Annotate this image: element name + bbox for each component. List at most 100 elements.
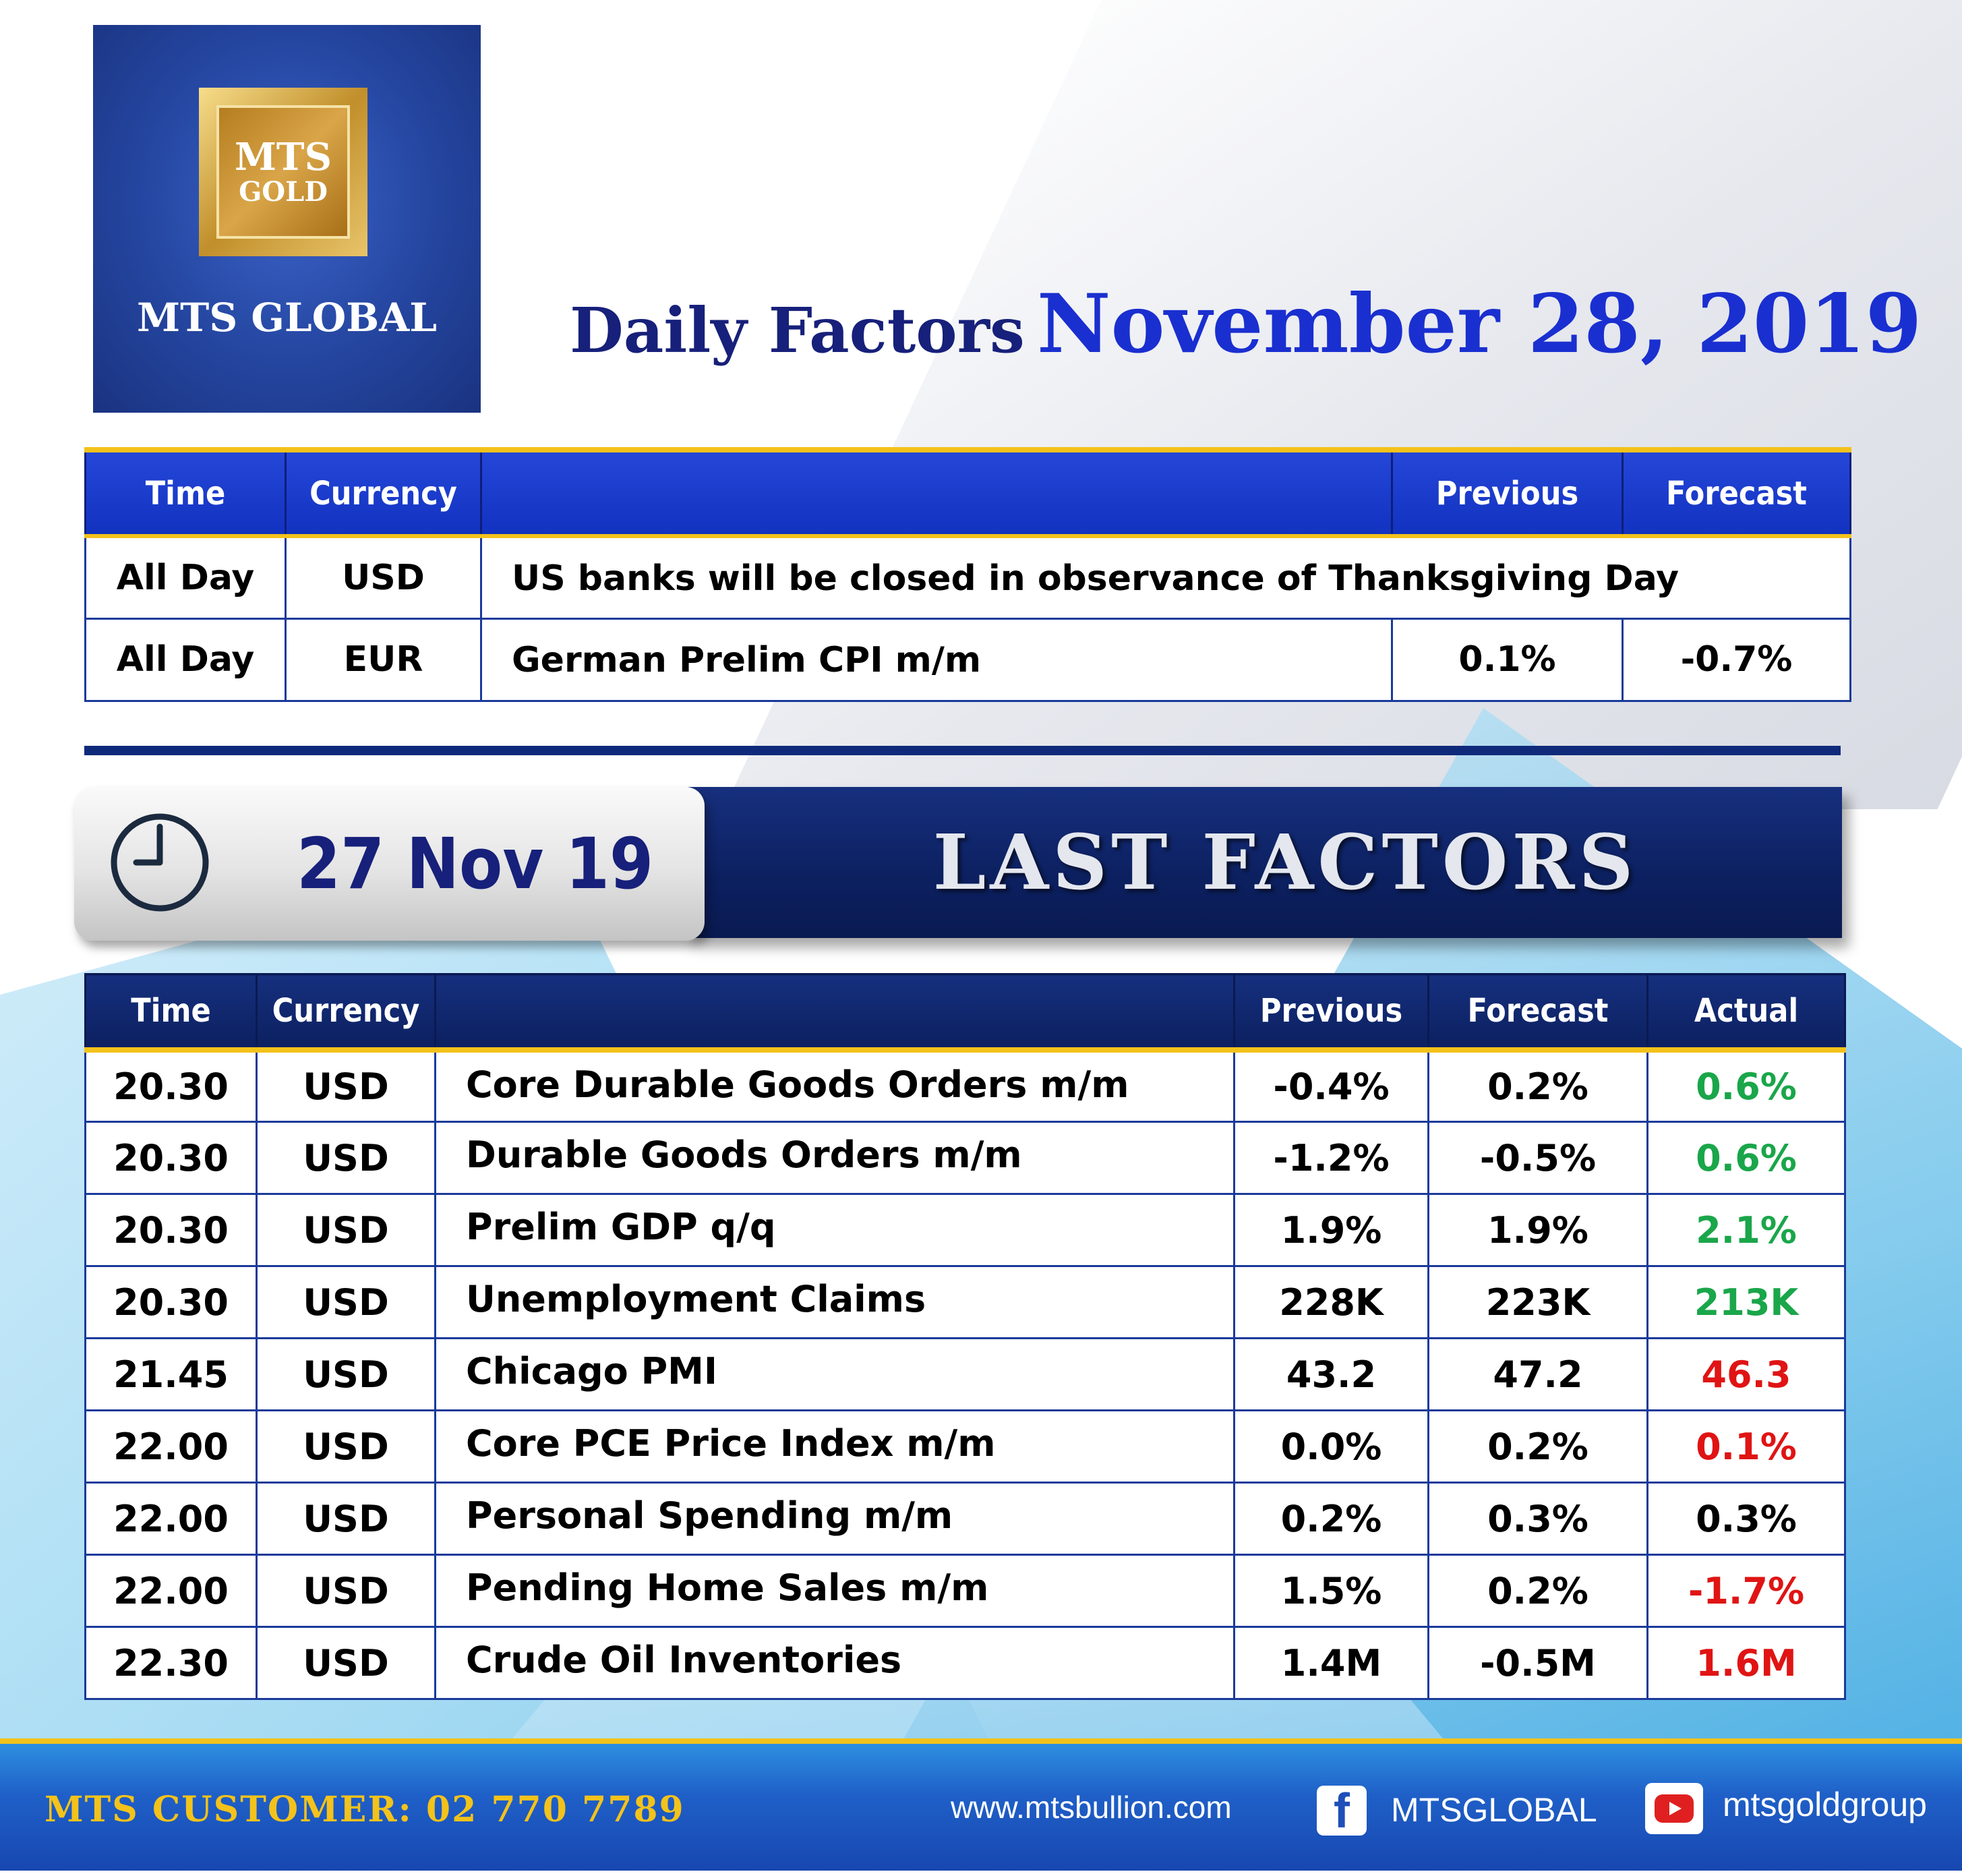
forecast-cell: 223K bbox=[1427, 1265, 1648, 1339]
header-forecast: Forecast bbox=[1427, 973, 1648, 1053]
facebook-icon[interactable]: f bbox=[1317, 1786, 1367, 1836]
actual-cell: 213K bbox=[1646, 1265, 1846, 1339]
currency-cell: USD bbox=[256, 1049, 436, 1123]
actual-cell: -1.7% bbox=[1646, 1554, 1846, 1628]
event-cell: Crude Oil Inventories bbox=[434, 1626, 1235, 1700]
mts-global-logo: MTS GOLD MTS GLOBAL bbox=[93, 25, 481, 413]
today-factors-table: Time Currency Previous Forecast All Day … bbox=[84, 447, 1851, 702]
event-cell: Personal Spending m/m bbox=[434, 1482, 1235, 1556]
forecast-cell: -0.7% bbox=[1622, 617, 1851, 702]
header-previous: Previous bbox=[1233, 973, 1429, 1053]
table-row: All Day EUR German Prelim CPI m/m 0.1% -… bbox=[84, 617, 1851, 702]
currency-cell: EUR bbox=[285, 617, 482, 702]
previous-cell: 0.2% bbox=[1233, 1482, 1429, 1556]
actual-cell: 0.1% bbox=[1646, 1409, 1846, 1484]
event-cell: Prelim GDP q/q bbox=[434, 1193, 1235, 1267]
event-cell: Core PCE Price Index m/m bbox=[434, 1409, 1235, 1484]
last-factors-banner: LAST FACTORS bbox=[688, 787, 1842, 938]
event-cell: US banks will be closed in observance of… bbox=[480, 535, 1851, 620]
last-date: 27 Nov 19 bbox=[297, 823, 654, 905]
forecast-cell: 0.2% bbox=[1427, 1554, 1648, 1628]
time-cell: 22.30 bbox=[84, 1626, 258, 1700]
header-forecast: Forecast bbox=[1622, 447, 1851, 538]
logo-name: MTS GLOBAL bbox=[136, 295, 438, 341]
actual-cell: 0.6% bbox=[1646, 1121, 1846, 1195]
time-cell: 20.30 bbox=[84, 1049, 258, 1123]
footer: MTS CUSTOMER: 02 770 7789 www.mtsbullion… bbox=[0, 1738, 1962, 1871]
previous-cell: 0.1% bbox=[1391, 617, 1624, 702]
table-row: 20.30 USD Core Durable Goods Orders m/m … bbox=[84, 1049, 1846, 1123]
currency-cell: USD bbox=[256, 1626, 436, 1700]
previous-cell: 1.4M bbox=[1233, 1626, 1429, 1700]
header-event bbox=[434, 973, 1235, 1053]
logo-line2: GOLD bbox=[239, 176, 328, 208]
header-actual: Actual bbox=[1646, 973, 1846, 1053]
last-date-box: 27 Nov 19 bbox=[74, 787, 705, 941]
youtube-link[interactable]: mtsgoldgroup bbox=[1723, 1786, 1927, 1823]
last-factors-heading: LAST FACTORS bbox=[932, 818, 1638, 907]
previous-cell: -1.2% bbox=[1233, 1121, 1429, 1195]
table-row: 20.30 USD Prelim GDP q/q 1.9% 1.9% 2.1% bbox=[84, 1193, 1846, 1267]
forecast-cell: 0.3% bbox=[1427, 1482, 1648, 1556]
title-date: November 28, 2019 bbox=[1036, 276, 1922, 372]
actual-cell: 0.3% bbox=[1646, 1482, 1846, 1556]
previous-cell: 0.0% bbox=[1233, 1409, 1429, 1484]
header-time: Time bbox=[84, 973, 258, 1053]
time-cell: 22.00 bbox=[84, 1554, 258, 1628]
table-row: 22.00 USD Personal Spending m/m 0.2% 0.3… bbox=[84, 1482, 1846, 1556]
event-cell: Chicago PMI bbox=[434, 1337, 1235, 1411]
actual-cell: 46.3 bbox=[1646, 1337, 1846, 1411]
title-prefix: Daily Factors bbox=[570, 294, 1025, 367]
previous-cell: 1.5% bbox=[1233, 1554, 1429, 1628]
table-header-row: Time Currency Previous Forecast bbox=[84, 447, 1851, 538]
forecast-cell: -0.5% bbox=[1427, 1121, 1648, 1195]
time-cell: 20.30 bbox=[84, 1265, 258, 1339]
currency-cell: USD bbox=[256, 1121, 436, 1195]
table-row: 20.30 USD Unemployment Claims 228K 223K … bbox=[84, 1265, 1846, 1339]
table-row: 22.00 USD Core PCE Price Index m/m 0.0% … bbox=[84, 1409, 1846, 1484]
header-time: Time bbox=[84, 447, 287, 538]
currency-cell: USD bbox=[256, 1409, 436, 1484]
forecast-cell: 0.2% bbox=[1427, 1049, 1648, 1123]
time-cell: All Day bbox=[84, 535, 287, 620]
table-row: 22.30 USD Crude Oil Inventories 1.4M -0.… bbox=[84, 1626, 1846, 1700]
currency-cell: USD bbox=[256, 1193, 436, 1267]
table-row: All Day USD US banks will be closed in o… bbox=[84, 535, 1851, 620]
facebook-link[interactable]: MTSGLOBAL bbox=[1391, 1791, 1597, 1829]
youtube-icon[interactable] bbox=[1645, 1783, 1703, 1834]
forecast-cell: 1.9% bbox=[1427, 1193, 1648, 1267]
table-row: 20.30 USD Durable Goods Orders m/m -1.2%… bbox=[84, 1121, 1846, 1195]
previous-cell: 1.9% bbox=[1233, 1193, 1429, 1267]
actual-cell: 1.6M bbox=[1646, 1626, 1846, 1700]
previous-cell: 43.2 bbox=[1233, 1337, 1429, 1411]
time-cell: 22.00 bbox=[84, 1482, 258, 1556]
actual-cell: 2.1% bbox=[1646, 1193, 1846, 1267]
table-row: 22.00 USD Pending Home Sales m/m 1.5% 0.… bbox=[84, 1554, 1846, 1628]
table-row: 21.45 USD Chicago PMI 43.2 47.2 46.3 bbox=[84, 1337, 1846, 1411]
currency-cell: USD bbox=[256, 1554, 436, 1628]
currency-cell: USD bbox=[256, 1482, 436, 1556]
time-cell: 20.30 bbox=[84, 1121, 258, 1195]
previous-cell: 228K bbox=[1233, 1265, 1429, 1339]
event-cell: Core Durable Goods Orders m/m bbox=[434, 1049, 1235, 1123]
header-currency: Currency bbox=[256, 973, 436, 1053]
last-factors-table: Time Currency Previous Forecast Actual 2… bbox=[84, 973, 1846, 1700]
currency-cell: USD bbox=[256, 1337, 436, 1411]
time-cell: All Day bbox=[84, 617, 287, 702]
time-cell: 20.30 bbox=[84, 1193, 258, 1267]
previous-cell: -0.4% bbox=[1233, 1049, 1429, 1123]
currency-cell: USD bbox=[256, 1265, 436, 1339]
table-header-row: Time Currency Previous Forecast Actual bbox=[84, 973, 1846, 1053]
forecast-cell: 47.2 bbox=[1427, 1337, 1648, 1411]
event-cell: Unemployment Claims bbox=[434, 1265, 1235, 1339]
time-cell: 21.45 bbox=[84, 1337, 258, 1411]
logo-line1: MTS bbox=[234, 135, 332, 179]
clock-icon bbox=[111, 813, 209, 912]
forecast-cell: -0.5M bbox=[1427, 1626, 1648, 1700]
website-link[interactable]: www.mtsbullion.com bbox=[951, 1790, 1232, 1825]
page-title: Daily Factors November 28, 2019 bbox=[570, 276, 1922, 372]
header-event bbox=[480, 447, 1393, 538]
forecast-cell: 0.2% bbox=[1427, 1409, 1648, 1484]
event-cell: German Prelim CPI m/m bbox=[480, 617, 1393, 702]
time-cell: 22.00 bbox=[84, 1409, 258, 1484]
